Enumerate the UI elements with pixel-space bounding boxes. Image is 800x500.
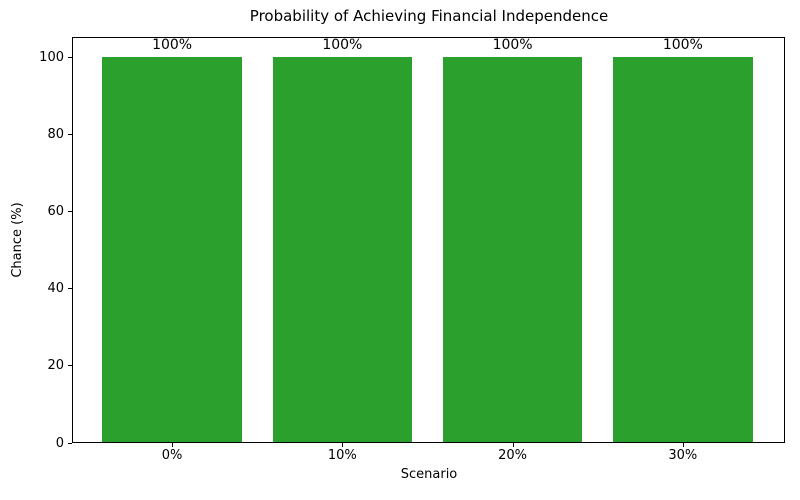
- bar-value-label: 100%: [322, 36, 363, 53]
- x-tick-label: 10%: [327, 448, 357, 463]
- y-tick-label: 100: [39, 49, 64, 65]
- y-tick: [68, 133, 72, 135]
- y-tick: [68, 442, 72, 444]
- x-tick: [512, 443, 514, 447]
- bar: [272, 57, 413, 443]
- y-tick-label: 60: [47, 203, 64, 219]
- bar-value-label: 100%: [492, 36, 533, 53]
- bar: [613, 57, 753, 443]
- bar-value-label: 100%: [152, 36, 193, 53]
- x-tick-label: 0%: [161, 448, 183, 463]
- y-axis-label: Chance (%): [10, 202, 25, 278]
- x-tick: [172, 443, 174, 447]
- bar-value-label: 100%: [662, 36, 703, 53]
- x-tick-label: 30%: [668, 448, 698, 463]
- y-tick: [68, 365, 72, 367]
- chart-title: Probability of Achieving Financial Indep…: [249, 7, 609, 25]
- x-tick: [682, 443, 684, 447]
- x-tick-label: 20%: [498, 448, 528, 463]
- x-tick: [342, 443, 344, 447]
- x-axis-label: Scenario: [400, 467, 458, 482]
- bar: [102, 57, 242, 443]
- y-tick-label: 40: [47, 281, 64, 297]
- y-tick-label: 80: [47, 126, 64, 142]
- y-tick: [68, 210, 72, 212]
- y-tick: [68, 288, 72, 290]
- y-tick: [68, 56, 72, 58]
- bar: [442, 57, 583, 443]
- y-tick-label: 0: [55, 435, 64, 451]
- y-tick-label: 20: [47, 358, 64, 374]
